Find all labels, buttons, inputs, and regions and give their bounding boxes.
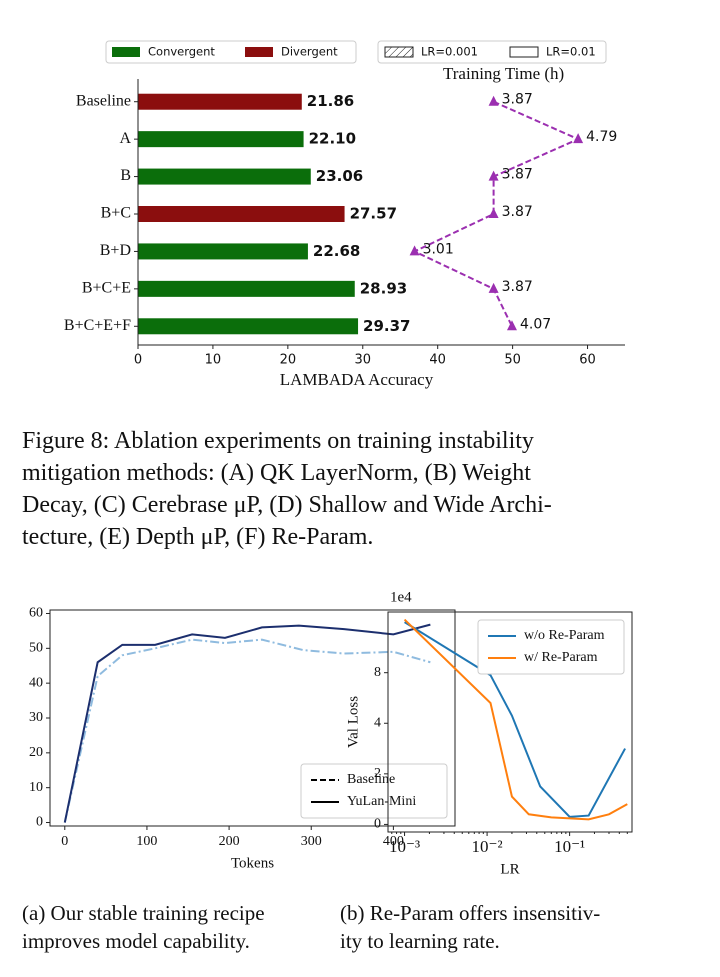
y-tick-label: 8	[374, 665, 381, 680]
offset-text: 1e4	[390, 589, 412, 605]
category-label: B+C+E	[82, 280, 131, 297]
y-tick-label: 60	[29, 606, 43, 621]
legend-frame	[105, 40, 357, 64]
subcaption-line: ity to learning rate.	[340, 929, 500, 953]
legend-swatch	[112, 47, 140, 57]
line-value-label: 4.79	[586, 129, 617, 145]
y-tick-label: 30	[29, 710, 43, 725]
x-tick-label: 40	[429, 353, 446, 368]
bar-value-label: 21.86	[307, 92, 354, 110]
plot-frame	[387, 611, 633, 833]
legend-label: w/ Re-Param	[524, 650, 598, 665]
x-tick-label: 10⁻²	[472, 837, 503, 856]
category-label: B	[120, 167, 131, 184]
legend-label: Divergent	[281, 45, 338, 59]
line-marker	[573, 133, 584, 144]
bar	[138, 206, 345, 222]
x-tick-label: 100	[136, 834, 157, 849]
subcaption-line: (b) Re-Param offers insensitiv-	[340, 901, 600, 925]
x-axis-label: Tokens	[231, 855, 274, 871]
caption-line: tecture, (E) Depth μP, (F) Re-Param.	[22, 524, 373, 550]
category-label: B+C	[101, 205, 131, 222]
line-marker	[488, 282, 499, 293]
x-axis-label: LAMBADA Accuracy	[280, 370, 434, 389]
category-label: Baseline	[76, 92, 131, 109]
x-axis-label: LR	[500, 861, 519, 877]
y-tick-label: 2	[374, 766, 381, 781]
x2-axis-label: Training Time (h)	[443, 64, 564, 83]
legend-label: LR=0.01	[546, 45, 596, 59]
y-tick-label: 40	[29, 675, 43, 690]
line-value-label: 4.07	[520, 316, 551, 332]
x-tick-label: 0	[61, 834, 68, 849]
y-tick-label: 10	[29, 780, 43, 795]
subcaption-line: (a) Our stable training recipe	[22, 901, 265, 925]
x-tick-label: 10⁻¹	[554, 837, 585, 856]
y-tick-label: 50	[29, 641, 43, 656]
x-tick-label: 0	[134, 353, 142, 368]
y-tick-label: 20	[29, 745, 43, 760]
caption-line: Decay, (C) Cerebrase μP, (D) Shallow and…	[22, 492, 552, 518]
x-tick-label: 30	[354, 353, 371, 368]
caption-line: Figure 8: Ablation experiments on traini…	[22, 428, 534, 454]
legend-label: w/o Re-Param	[524, 628, 605, 643]
bar	[138, 93, 302, 110]
bar-value-label: 22.10	[309, 130, 356, 148]
line-value-label: 3.87	[502, 167, 533, 183]
legend-label: Baseline	[347, 772, 395, 787]
line-value-label: 3.87	[502, 92, 533, 108]
x-tick-label: 60	[579, 353, 596, 368]
legend-swatch	[384, 46, 414, 58]
x-tick-label: 50	[504, 353, 521, 368]
category-label: B+D	[100, 242, 131, 259]
y-tick-label: 4	[374, 715, 381, 730]
x-tick-label: 200	[219, 834, 240, 849]
bar	[138, 318, 359, 335]
line-series	[63, 623, 431, 823]
x-tick-label: 10⁻³	[389, 837, 420, 856]
line-marker	[488, 170, 499, 181]
x-tick-label: 400	[383, 834, 404, 849]
bar	[138, 243, 308, 260]
caption-line: mitigation methods: (A) QK LayerNorm, (B…	[22, 460, 531, 486]
bar	[138, 280, 355, 297]
line-series	[404, 621, 626, 818]
legend-frame	[300, 763, 448, 819]
legend-label: LR=0.001	[421, 45, 478, 59]
y-tick-label: 0	[374, 817, 381, 832]
legend-frame	[477, 619, 625, 675]
subcaption-line: improves model capability.	[22, 929, 250, 953]
line-value-label: 3.87	[502, 279, 533, 295]
legend-swatch	[245, 47, 273, 57]
legend-swatch	[509, 46, 539, 58]
line-marker	[409, 245, 420, 256]
category-label: A	[119, 130, 131, 147]
y-tick-label: 0	[36, 815, 43, 830]
legend-label: Convergent	[148, 45, 215, 59]
line-marker	[488, 208, 499, 218]
legend-label: YuLan-Mini	[347, 794, 416, 809]
x-tick-label: 20	[280, 353, 297, 368]
bar	[138, 131, 304, 148]
line-marker	[506, 320, 517, 331]
y-axis-label: Val Loss	[345, 696, 361, 748]
category-label: B+C+E+F	[64, 317, 131, 334]
line-series	[63, 638, 431, 823]
line-series	[403, 618, 628, 821]
bar-value-label: 29.37	[363, 317, 410, 335]
line-marker	[488, 95, 499, 106]
bar	[138, 168, 311, 185]
x-tick-label: 10	[205, 353, 222, 368]
x-tick-label: 300	[301, 834, 322, 849]
bar-value-label: 27.57	[350, 205, 397, 223]
line-value-label: 3.01	[423, 241, 454, 257]
bar-value-label: 28.93	[360, 279, 407, 297]
bar-value-label: 22.68	[313, 242, 360, 260]
legend-frame	[377, 40, 607, 64]
bar-value-label: 23.06	[316, 167, 363, 185]
line-value-label: 3.87	[502, 204, 533, 220]
